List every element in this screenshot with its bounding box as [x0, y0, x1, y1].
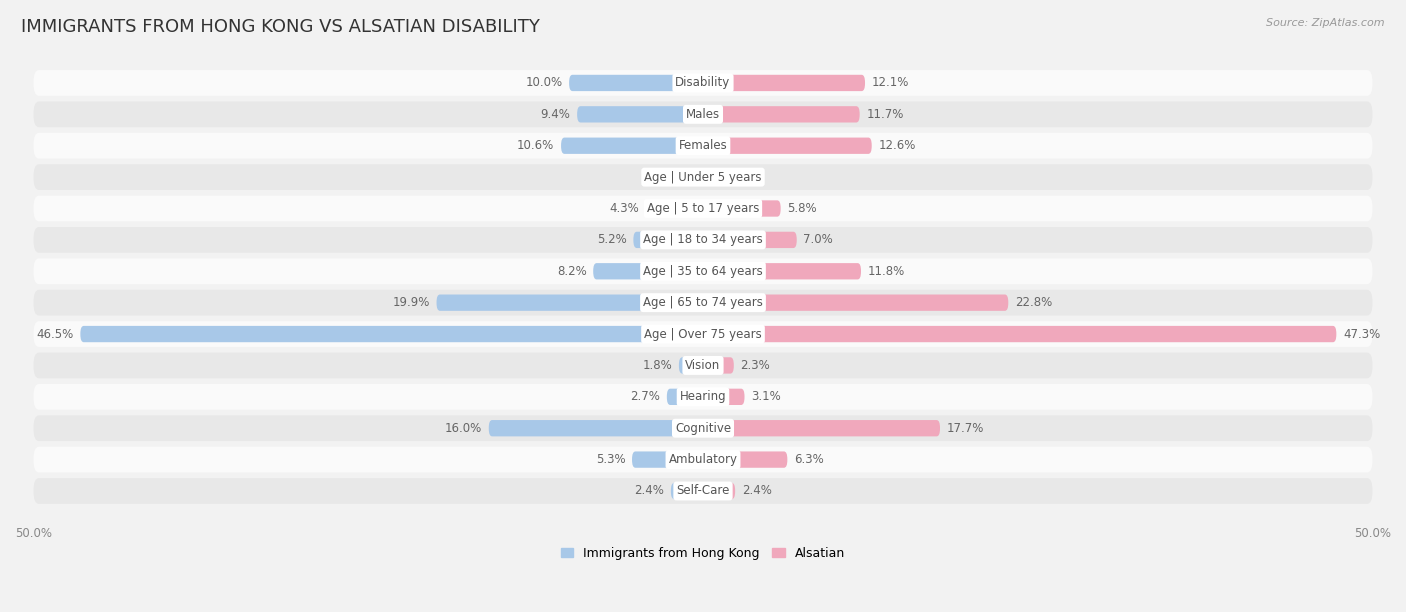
FancyBboxPatch shape	[34, 258, 1372, 284]
Text: 12.1%: 12.1%	[872, 76, 910, 89]
FancyBboxPatch shape	[679, 357, 703, 373]
Text: 46.5%: 46.5%	[37, 327, 73, 340]
FancyBboxPatch shape	[703, 232, 797, 248]
FancyBboxPatch shape	[436, 294, 703, 311]
FancyBboxPatch shape	[703, 138, 872, 154]
FancyBboxPatch shape	[489, 420, 703, 436]
FancyBboxPatch shape	[703, 389, 745, 405]
Text: 9.4%: 9.4%	[540, 108, 571, 121]
FancyBboxPatch shape	[34, 164, 1372, 190]
FancyBboxPatch shape	[569, 75, 703, 91]
FancyBboxPatch shape	[34, 353, 1372, 378]
Text: Age | Over 75 years: Age | Over 75 years	[644, 327, 762, 340]
Text: 0.95%: 0.95%	[647, 171, 683, 184]
Text: Age | 35 to 64 years: Age | 35 to 64 years	[643, 265, 763, 278]
Text: Source: ZipAtlas.com: Source: ZipAtlas.com	[1267, 18, 1385, 28]
FancyBboxPatch shape	[34, 290, 1372, 316]
Text: 7.0%: 7.0%	[803, 233, 834, 247]
Text: 5.2%: 5.2%	[598, 233, 627, 247]
FancyBboxPatch shape	[703, 483, 735, 499]
Text: 5.8%: 5.8%	[787, 202, 817, 215]
Text: Females: Females	[679, 139, 727, 152]
Text: 1.2%: 1.2%	[725, 171, 755, 184]
Text: 1.8%: 1.8%	[643, 359, 672, 372]
FancyBboxPatch shape	[34, 478, 1372, 504]
FancyBboxPatch shape	[703, 357, 734, 373]
FancyBboxPatch shape	[34, 447, 1372, 472]
Text: Age | Under 5 years: Age | Under 5 years	[644, 171, 762, 184]
Text: 3.1%: 3.1%	[751, 390, 780, 403]
FancyBboxPatch shape	[703, 200, 780, 217]
FancyBboxPatch shape	[34, 102, 1372, 127]
Text: 8.2%: 8.2%	[557, 265, 586, 278]
Text: 4.3%: 4.3%	[609, 202, 638, 215]
FancyBboxPatch shape	[34, 416, 1372, 441]
FancyBboxPatch shape	[593, 263, 703, 280]
Text: 17.7%: 17.7%	[946, 422, 984, 435]
Legend: Immigrants from Hong Kong, Alsatian: Immigrants from Hong Kong, Alsatian	[555, 542, 851, 565]
Text: 19.9%: 19.9%	[392, 296, 430, 309]
Text: Males: Males	[686, 108, 720, 121]
Text: Vision: Vision	[685, 359, 721, 372]
Text: Age | 5 to 17 years: Age | 5 to 17 years	[647, 202, 759, 215]
FancyBboxPatch shape	[703, 169, 718, 185]
FancyBboxPatch shape	[703, 326, 1336, 342]
FancyBboxPatch shape	[576, 106, 703, 122]
Text: 2.3%: 2.3%	[741, 359, 770, 372]
Text: Hearing: Hearing	[679, 390, 727, 403]
FancyBboxPatch shape	[80, 326, 703, 342]
Text: Ambulatory: Ambulatory	[668, 453, 738, 466]
Text: Age | 65 to 74 years: Age | 65 to 74 years	[643, 296, 763, 309]
Text: 10.0%: 10.0%	[526, 76, 562, 89]
FancyBboxPatch shape	[633, 452, 703, 468]
FancyBboxPatch shape	[34, 133, 1372, 159]
Text: 5.3%: 5.3%	[596, 453, 626, 466]
FancyBboxPatch shape	[34, 196, 1372, 222]
FancyBboxPatch shape	[34, 321, 1372, 347]
Text: 16.0%: 16.0%	[444, 422, 482, 435]
Text: 2.4%: 2.4%	[742, 485, 772, 498]
Text: 11.7%: 11.7%	[866, 108, 904, 121]
FancyBboxPatch shape	[703, 263, 860, 280]
Text: IMMIGRANTS FROM HONG KONG VS ALSATIAN DISABILITY: IMMIGRANTS FROM HONG KONG VS ALSATIAN DI…	[21, 18, 540, 36]
Text: Self-Care: Self-Care	[676, 485, 730, 498]
FancyBboxPatch shape	[703, 452, 787, 468]
FancyBboxPatch shape	[645, 200, 703, 217]
FancyBboxPatch shape	[703, 106, 859, 122]
FancyBboxPatch shape	[703, 420, 941, 436]
Text: 10.6%: 10.6%	[517, 139, 554, 152]
Text: Disability: Disability	[675, 76, 731, 89]
Text: 2.7%: 2.7%	[630, 390, 661, 403]
Text: 11.8%: 11.8%	[868, 265, 905, 278]
Text: 47.3%: 47.3%	[1343, 327, 1381, 340]
Text: 12.6%: 12.6%	[879, 139, 915, 152]
Text: 2.4%: 2.4%	[634, 485, 664, 498]
FancyBboxPatch shape	[703, 294, 1008, 311]
Text: 22.8%: 22.8%	[1015, 296, 1052, 309]
Text: Cognitive: Cognitive	[675, 422, 731, 435]
FancyBboxPatch shape	[34, 70, 1372, 96]
FancyBboxPatch shape	[34, 227, 1372, 253]
Text: Age | 18 to 34 years: Age | 18 to 34 years	[643, 233, 763, 247]
FancyBboxPatch shape	[34, 384, 1372, 409]
FancyBboxPatch shape	[690, 169, 703, 185]
FancyBboxPatch shape	[561, 138, 703, 154]
FancyBboxPatch shape	[633, 232, 703, 248]
Text: 6.3%: 6.3%	[794, 453, 824, 466]
FancyBboxPatch shape	[671, 483, 703, 499]
FancyBboxPatch shape	[703, 75, 865, 91]
FancyBboxPatch shape	[666, 389, 703, 405]
